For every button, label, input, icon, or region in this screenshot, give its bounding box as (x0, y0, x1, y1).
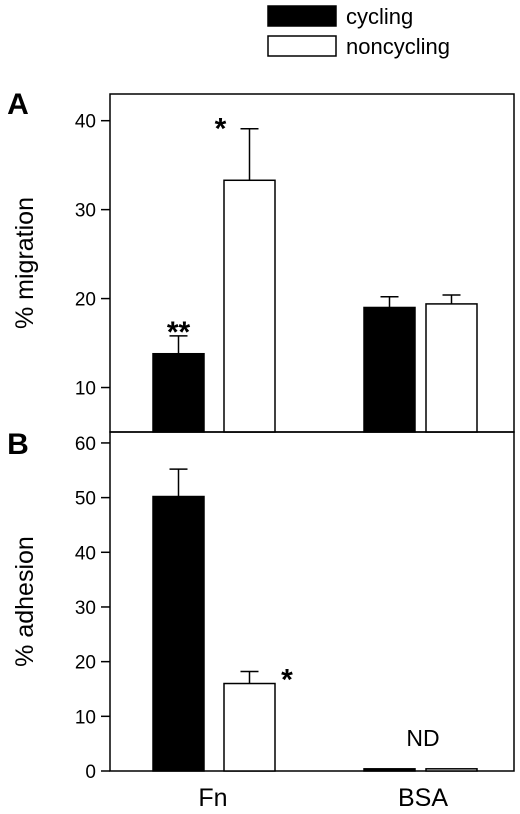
y-tick-label: 40 (75, 543, 96, 564)
bar-noncycling-Fn (223, 682, 276, 772)
significance-marker: * (281, 663, 293, 696)
bar-noncycling-BSA (425, 303, 478, 433)
bar-cycling-Fn (152, 352, 205, 433)
x-category-label-Fn: Fn (198, 784, 227, 812)
y-tick-label: 0 (85, 762, 96, 783)
y-tick-label: 10 (75, 379, 96, 400)
y-tick-label: 20 (75, 653, 96, 674)
panel-label: A (7, 88, 29, 121)
bar-cycling-BSA (363, 768, 416, 772)
significance-marker: ** (167, 316, 191, 349)
legend-swatch-noncycling (267, 35, 337, 57)
legend-label-noncycling: noncycling (346, 34, 450, 59)
bar-cycling-Fn (152, 495, 205, 772)
bar-noncycling-Fn (223, 179, 276, 433)
legend-swatch-cycling (267, 5, 337, 27)
legend: cycling noncycling (267, 4, 450, 59)
y-tick-label: 10 (75, 707, 96, 728)
y-tick-label: 50 (75, 489, 96, 510)
panel-label: B (7, 428, 29, 461)
bar-noncycling-BSA (425, 768, 478, 772)
legend-label-cycling: cycling (346, 4, 413, 29)
y-tick-label: 20 (75, 290, 96, 311)
y-axis-title: % migration (11, 197, 39, 329)
significance-marker: * (215, 113, 227, 146)
panel-frame-B (109, 431, 515, 772)
bar-cycling-BSA (363, 306, 416, 433)
y-tick-label: 40 (75, 112, 96, 133)
nd-label: ND (406, 725, 439, 751)
y-tick-label: 60 (75, 434, 96, 455)
y-axis-title: % adhesion (11, 536, 39, 667)
y-tick-label: 30 (75, 598, 96, 619)
y-tick-label: 30 (75, 201, 96, 222)
x-category-label-BSA: BSA (398, 784, 448, 812)
